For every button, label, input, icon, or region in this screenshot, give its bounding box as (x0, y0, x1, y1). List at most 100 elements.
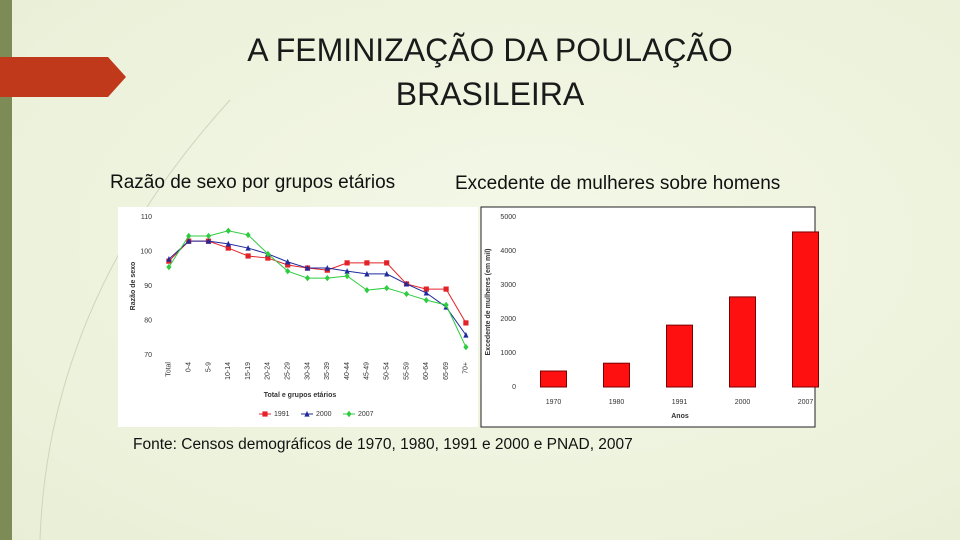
x-tick-label: 60-64 (423, 362, 430, 380)
series-line (168, 240, 467, 324)
marker (403, 290, 410, 298)
marker (423, 286, 429, 292)
marker (423, 296, 429, 304)
x-tick-label: 1970 (546, 399, 562, 406)
marker (166, 263, 172, 271)
series-line (168, 240, 467, 336)
marker (344, 272, 350, 280)
bar (792, 231, 819, 388)
x-tick-label: 50-54 (384, 362, 391, 380)
bar (666, 324, 693, 388)
x-tick-label: 2000 (735, 399, 751, 406)
marker (364, 270, 370, 277)
bar (729, 296, 756, 388)
bar (603, 362, 630, 388)
legend-label: 2007 (358, 411, 374, 418)
y-tick-label: 3000 (500, 282, 516, 289)
y-tick-label: 4000 (500, 248, 516, 255)
series-line (168, 230, 467, 348)
marker (304, 264, 311, 271)
marker (245, 231, 251, 239)
marker (285, 258, 291, 265)
y-axis-label: Excedente de mulheres (em mil) (485, 249, 492, 356)
marker (403, 280, 410, 287)
right-caption: Excedente de mulheres sobre homens (455, 173, 780, 194)
y-tick-label: 70 (144, 352, 152, 359)
x-tick-label: 55-59 (403, 362, 410, 380)
x-tick-label: 10-14 (225, 362, 232, 380)
marker (384, 260, 390, 266)
marker (265, 250, 271, 258)
marker (463, 331, 469, 338)
marker (304, 410, 310, 417)
marker (205, 238, 212, 244)
x-tick-label: Total (166, 362, 173, 377)
decor-line (39, 99, 231, 540)
side-strip (0, 0, 12, 540)
y-tick-label: 0 (512, 384, 516, 391)
marker (265, 255, 271, 261)
marker (384, 284, 390, 292)
x-tick-label: 2007 (798, 399, 814, 406)
arrow-decoration (0, 57, 126, 97)
marker (384, 270, 390, 277)
marker (186, 238, 192, 244)
legend-label: 2000 (316, 411, 332, 418)
x-tick-label: 1980 (609, 399, 625, 406)
marker (443, 301, 449, 309)
marker (225, 245, 231, 251)
marker (364, 260, 370, 266)
marker (225, 240, 231, 247)
x-tick-label: 15-19 (245, 362, 252, 380)
x-tick-label: 5-9 (205, 362, 212, 372)
x-tick-label: 70+ (463, 362, 470, 374)
left-chart-bg (118, 207, 478, 427)
y-tick-label: 90 (144, 283, 152, 290)
x-tick-label: 35-39 (324, 362, 331, 380)
y-tick-label: 110 (141, 214, 152, 221)
marker (225, 227, 231, 234)
marker (346, 410, 352, 418)
marker (245, 253, 251, 259)
y-tick-label: 1000 (500, 350, 516, 357)
marker (304, 274, 311, 282)
x-tick-label: 20-24 (265, 362, 272, 380)
bar (540, 370, 567, 388)
marker (262, 411, 268, 417)
slide-title: A FEMINIZAÇÃO DA POULAÇÃO BRASILEIRA (247, 32, 733, 112)
y-axis-label: Razão de sexo (130, 262, 137, 311)
x-tick-label: 30-34 (304, 362, 311, 380)
y-tick-label: 100 (140, 248, 152, 255)
x-tick-label: 65-69 (443, 362, 450, 380)
marker (166, 255, 172, 262)
marker (344, 268, 350, 274)
marker (364, 286, 370, 294)
marker (463, 343, 469, 351)
legend-label: 1991 (274, 411, 290, 418)
marker (285, 267, 291, 275)
source: Fonte: Censos demográficos de 1970, 1980… (133, 436, 633, 453)
marker (443, 286, 449, 292)
marker (186, 232, 192, 240)
y-tick-label: 80 (144, 317, 152, 324)
x-tick-label: 0-4 (186, 362, 193, 372)
x-tick-label: 25-29 (285, 362, 292, 380)
x-axis-label: Total e grupos etários (264, 392, 337, 399)
marker (463, 320, 469, 326)
x-tick-label: 45-49 (364, 362, 371, 380)
marker (245, 244, 251, 251)
marker (324, 264, 330, 271)
right-chart-bg (480, 206, 816, 428)
marker (285, 262, 291, 268)
marker (423, 289, 429, 296)
x-tick-label: 40-44 (344, 362, 351, 380)
x-tick-label: 1991 (672, 399, 688, 406)
x-axis-label: Anos (671, 413, 689, 420)
left-caption: Razão de sexo por grupos etários (110, 172, 395, 193)
y-tick-label: 5000 (500, 214, 516, 221)
marker (205, 232, 212, 240)
marker (344, 260, 350, 266)
marker (324, 274, 330, 282)
